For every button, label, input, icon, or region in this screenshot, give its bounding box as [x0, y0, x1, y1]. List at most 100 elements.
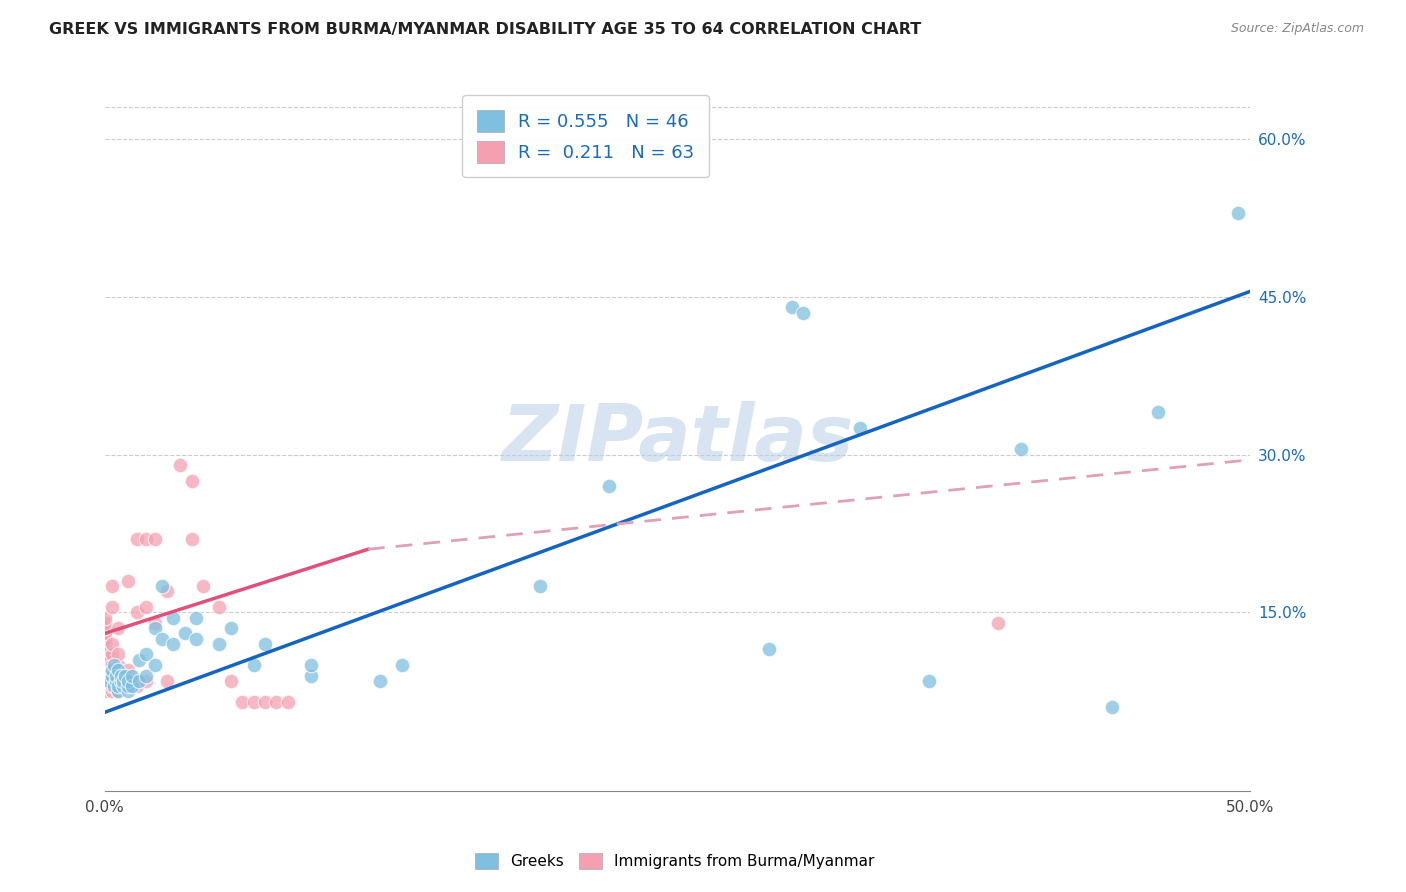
- Point: [143, 621, 166, 635]
- Point: [105, 668, 128, 682]
- Point: [110, 668, 132, 682]
- Point: [1147, 405, 1170, 419]
- Point: [792, 305, 814, 319]
- Point: [114, 668, 136, 682]
- Point: [103, 679, 125, 693]
- Point: [242, 695, 264, 709]
- Point: [93, 632, 115, 646]
- Point: [100, 679, 122, 693]
- Point: [117, 574, 139, 588]
- Point: [117, 673, 139, 688]
- Point: [135, 648, 157, 662]
- Point: [107, 679, 129, 693]
- Point: [107, 684, 129, 698]
- Point: [758, 642, 780, 657]
- Point: [98, 673, 121, 688]
- Point: [125, 606, 148, 620]
- Point: [277, 695, 299, 709]
- Point: [128, 673, 150, 688]
- Point: [162, 637, 184, 651]
- Point: [117, 684, 139, 698]
- Point: [100, 668, 122, 682]
- Point: [143, 532, 166, 546]
- Point: [93, 648, 115, 662]
- Point: [100, 579, 122, 593]
- Point: [93, 663, 115, 677]
- Point: [93, 684, 115, 698]
- Point: [125, 679, 148, 693]
- Point: [849, 421, 872, 435]
- Text: GREEK VS IMMIGRANTS FROM BURMA/MYANMAR DISABILITY AGE 35 TO 64 CORRELATION CHART: GREEK VS IMMIGRANTS FROM BURMA/MYANMAR D…: [49, 22, 921, 37]
- Point: [125, 673, 148, 688]
- Point: [100, 684, 122, 698]
- Point: [93, 637, 115, 651]
- Point: [107, 684, 129, 698]
- Point: [391, 657, 413, 672]
- Point: [93, 621, 115, 635]
- Point: [529, 579, 551, 593]
- Point: [103, 657, 125, 672]
- Point: [918, 673, 941, 688]
- Point: [107, 663, 129, 677]
- Point: [180, 474, 202, 488]
- Point: [117, 663, 139, 677]
- Point: [93, 615, 115, 630]
- Point: [107, 673, 129, 688]
- Point: [93, 679, 115, 693]
- Point: [135, 532, 157, 546]
- Point: [93, 673, 115, 688]
- Point: [299, 657, 322, 672]
- Point: [93, 668, 115, 682]
- Point: [93, 657, 115, 672]
- Point: [155, 673, 177, 688]
- Point: [128, 653, 150, 667]
- Point: [100, 663, 122, 677]
- Point: [135, 668, 157, 682]
- Point: [150, 579, 173, 593]
- Point: [155, 584, 177, 599]
- Point: [186, 632, 208, 646]
- Point: [368, 673, 391, 688]
- Point: [169, 458, 191, 472]
- Point: [125, 532, 148, 546]
- Text: Source: ZipAtlas.com: Source: ZipAtlas.com: [1230, 22, 1364, 36]
- Point: [117, 668, 139, 682]
- Point: [107, 679, 129, 693]
- Point: [107, 668, 129, 682]
- Point: [266, 695, 288, 709]
- Point: [219, 673, 242, 688]
- Point: [253, 695, 276, 709]
- Point: [107, 657, 129, 672]
- Point: [231, 695, 253, 709]
- Point: [100, 657, 122, 672]
- Legend: R = 0.555   N = 46, R =  0.211   N = 63: R = 0.555 N = 46, R = 0.211 N = 63: [463, 95, 709, 178]
- Point: [598, 479, 620, 493]
- Point: [173, 626, 195, 640]
- Point: [100, 673, 122, 688]
- Point: [135, 673, 157, 688]
- Point: [93, 653, 115, 667]
- Point: [299, 668, 322, 682]
- Point: [100, 637, 122, 651]
- Point: [143, 657, 166, 672]
- Point: [100, 668, 122, 682]
- Point: [100, 663, 122, 677]
- Point: [107, 663, 129, 677]
- Point: [93, 610, 115, 624]
- Point: [253, 637, 276, 651]
- Point: [242, 657, 264, 672]
- Point: [93, 642, 115, 657]
- Point: [117, 679, 139, 693]
- Point: [191, 579, 214, 593]
- Point: [121, 679, 143, 693]
- Point: [117, 679, 139, 693]
- Point: [100, 600, 122, 615]
- Point: [111, 673, 134, 688]
- Point: [1101, 700, 1123, 714]
- Point: [219, 621, 242, 635]
- Point: [208, 600, 231, 615]
- Point: [186, 610, 208, 624]
- Point: [111, 679, 134, 693]
- Point: [93, 626, 115, 640]
- Point: [1227, 205, 1250, 219]
